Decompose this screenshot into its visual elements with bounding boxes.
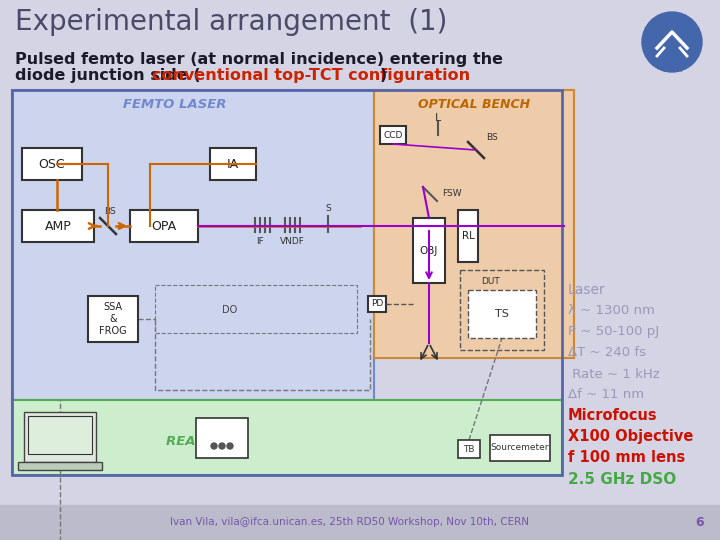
Bar [22,210,94,242]
Bar [458,210,478,262]
Circle shape [642,12,702,72]
Text: IFCA: IFCA [662,65,682,74]
Bar [374,90,574,358]
Text: ): ) [380,68,387,83]
Text: FEMTO LASER: FEMTO LASER [123,98,227,111]
Text: Δf ~ 11 nm: Δf ~ 11 nm [568,388,644,402]
Text: OPTICAL BENCH: OPTICAL BENCH [418,98,530,111]
Text: Sourcemeter: Sourcemeter [491,443,549,453]
Text: PD: PD [371,300,383,308]
Bar [22,148,82,180]
Circle shape [211,443,217,449]
Text: BS: BS [486,133,498,142]
Text: X100 Objective: X100 Objective [568,429,693,444]
Circle shape [227,443,233,449]
Text: IA: IA [227,158,239,171]
Text: Experimental arrangement  (1): Experimental arrangement (1) [15,8,447,36]
Text: BS: BS [104,207,116,216]
Text: OSC: OSC [39,158,66,171]
Bar [12,90,374,400]
Bar [28,416,92,454]
Text: TS: TS [495,309,509,319]
Text: Rate ~ 1 kHz: Rate ~ 1 kHz [568,368,660,381]
Text: 2.5 GHz DSO: 2.5 GHz DSO [568,471,676,487]
Bar [460,270,544,350]
Text: AMP: AMP [45,219,71,233]
Text: λ ~ 1300 nm: λ ~ 1300 nm [568,305,655,318]
Text: READ OUT: READ OUT [166,435,243,448]
Text: IF: IF [256,237,264,246]
Bar [12,90,562,475]
Text: OPA: OPA [151,219,176,233]
Bar [0,505,720,540]
Text: CCD: CCD [383,131,402,139]
Bar [12,400,562,475]
Bar [468,290,536,338]
Text: DO: DO [222,305,238,315]
Text: conventional top-TCT configuration: conventional top-TCT configuration [152,68,470,83]
Text: f 100 mm lens: f 100 mm lens [568,450,685,465]
Text: FSW: FSW [442,190,462,199]
Bar [490,435,550,461]
Text: VNDF: VNDF [279,237,305,246]
Bar [210,148,256,180]
Bar [18,462,102,470]
Text: Ivan Vila, vila@ifca.unican.es, 25th RD50 Workshop, Nov 10th, CERN: Ivan Vila, vila@ifca.unican.es, 25th RD5… [171,517,529,527]
Text: Microfocus: Microfocus [568,408,657,423]
Bar [196,418,248,458]
Bar [88,296,138,342]
Text: TB: TB [463,444,474,454]
Circle shape [219,443,225,449]
Text: P ~ 50-100 pJ: P ~ 50-100 pJ [568,326,659,339]
Text: SSA
&
FROG: SSA & FROG [99,302,127,335]
Text: ΔT ~ 240 fs: ΔT ~ 240 fs [568,347,646,360]
Text: OBJ: OBJ [420,246,438,255]
Text: RL: RL [462,231,474,241]
Text: L: L [435,113,441,123]
Bar [130,210,198,242]
Text: Laser: Laser [568,283,606,297]
Bar [458,440,480,458]
Bar [155,285,357,333]
Text: diode junction side (: diode junction side ( [15,68,200,83]
Bar [24,412,96,462]
Text: DUT: DUT [481,278,500,287]
Text: Pulsed femto laser (at normal incidence) entering the: Pulsed femto laser (at normal incidence)… [15,52,503,67]
Bar [368,296,386,312]
Bar [413,218,445,283]
Bar [380,126,406,144]
Text: S: S [325,204,331,213]
Text: 6: 6 [696,516,704,529]
